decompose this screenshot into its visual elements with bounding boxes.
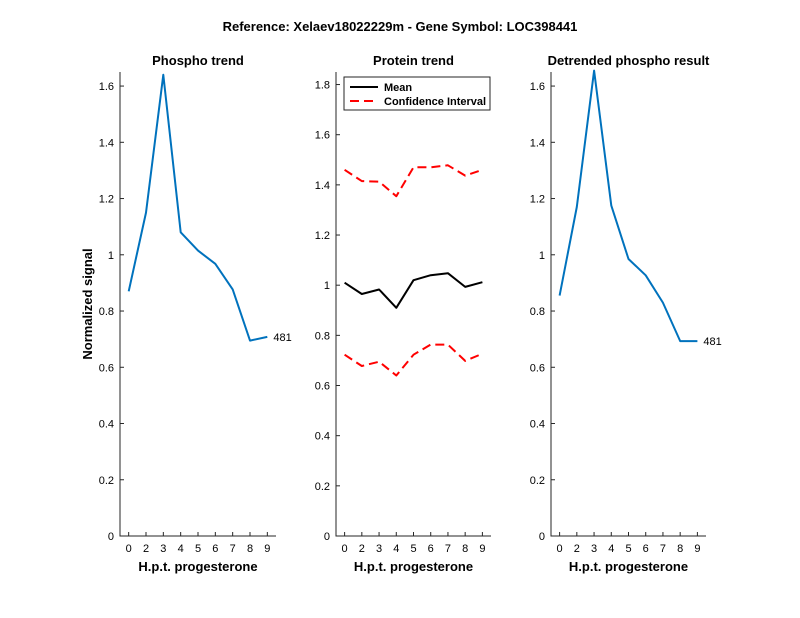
y-tick-label: 1.2 <box>315 230 330 242</box>
figure-title: Reference: Xelaev18022229m - Gene Symbol… <box>223 19 578 34</box>
legend-label: Mean <box>384 82 412 94</box>
x-tick-label: 9 <box>479 543 485 555</box>
x-tick-label: 8 <box>247 543 253 555</box>
y-tick-label: 1.4 <box>99 137 114 149</box>
y-axis-label: Normalized signal <box>80 248 95 359</box>
x-tick-label: 6 <box>212 543 218 555</box>
y-tick-label: 1.4 <box>315 180 330 192</box>
protein-trend-panel: 00.20.40.60.811.21.41.61.80 2 3 4 5 6 7 8 9Prote… <box>315 53 491 574</box>
x-tick-label: 9 <box>264 543 270 555</box>
y-tick-label: 0.4 <box>315 431 330 443</box>
x-tick-label: 8 <box>462 543 468 555</box>
y-tick-label: 0.4 <box>99 419 114 431</box>
x-tick-label: 0 <box>126 543 132 555</box>
y-tick-label: 1 <box>539 250 545 262</box>
y-tick-label: 1.4 <box>530 137 545 149</box>
x-tick-label: 5 <box>195 543 201 555</box>
x-tick-label: 7 <box>230 543 236 555</box>
x-tick-label: 2 <box>359 543 365 555</box>
x-axis-label: H.p.t. progesterone <box>569 559 688 574</box>
y-tick-label: 1.6 <box>99 81 114 93</box>
y-tick-label: 1 <box>108 250 114 262</box>
y-tick-label: 0.6 <box>99 362 114 374</box>
x-tick-label: 4 <box>178 543 184 555</box>
legend-label: Confidence Interval <box>384 96 486 108</box>
y-tick-label: 0.8 <box>99 306 114 318</box>
panel-title: Protein trend <box>373 53 454 68</box>
x-tick-label: 6 <box>428 543 434 555</box>
x-tick-label: 0 <box>342 543 348 555</box>
x-tick-label: 4 <box>608 543 614 555</box>
panel-title: Detrended phospho result <box>548 53 710 68</box>
y-tick-label: 0.2 <box>99 475 114 487</box>
axes-frame <box>550 72 706 537</box>
axes-frame <box>335 72 491 537</box>
x-tick-label: 3 <box>376 543 382 555</box>
y-tick-label: 0 <box>324 531 330 543</box>
x-tick-label: 3 <box>160 543 166 555</box>
y-tick-label: 1.2 <box>530 194 545 206</box>
x-tick-label: 9 <box>694 543 700 555</box>
series-end-label: 481 <box>273 332 291 344</box>
y-tick-label: 0.2 <box>530 475 545 487</box>
series-line <box>558 69 698 343</box>
y-tick-label: 0 <box>108 531 114 543</box>
series-end-label: 481 <box>703 336 721 348</box>
x-tick-label: 6 <box>643 543 649 555</box>
phospho-trend-panel: 00.20.40.60.811.21.41.60 2 3 4 5 6 7 8 9Phospho … <box>80 53 292 574</box>
y-tick-label: 0.6 <box>315 381 330 393</box>
x-tick-label: 7 <box>660 543 666 555</box>
series-line <box>344 164 483 198</box>
y-tick-label: 1.8 <box>315 80 330 92</box>
x-tick-label: 0 <box>557 543 563 555</box>
y-tick-label: 0 <box>539 531 545 543</box>
x-tick-label: 7 <box>445 543 451 555</box>
y-tick-label: 0.8 <box>530 306 545 318</box>
x-tick-label: 5 <box>625 543 631 555</box>
axes-frame <box>119 72 276 537</box>
series-line <box>127 73 268 342</box>
x-axis-label: H.p.t. progesterone <box>354 559 473 574</box>
detrended-phospho-panel: 00.20.40.60.811.21.41.60 2 3 4 5 6 7 8 9Detrende… <box>530 53 722 574</box>
panel-title: Phospho trend <box>152 53 244 68</box>
y-tick-label: 1.6 <box>315 130 330 142</box>
x-tick-label: 5 <box>410 543 416 555</box>
y-tick-label: 0.4 <box>530 419 545 431</box>
x-axis-label: H.p.t. progesterone <box>138 559 257 574</box>
x-tick-label: 2 <box>143 543 149 555</box>
x-tick-label: 8 <box>677 543 683 555</box>
legend-box <box>343 76 491 111</box>
y-tick-label: 1 <box>324 280 330 292</box>
y-tick-label: 1.2 <box>99 194 114 206</box>
y-tick-label: 0.6 <box>530 362 545 374</box>
y-tick-label: 0.8 <box>315 330 330 342</box>
x-tick-label: 3 <box>591 543 597 555</box>
series-line <box>344 343 483 377</box>
y-tick-label: 0.2 <box>315 481 330 493</box>
y-tick-label: 1.6 <box>530 81 545 93</box>
x-tick-label: 4 <box>393 543 399 555</box>
x-tick-label: 2 <box>574 543 580 555</box>
series-line <box>344 272 483 309</box>
